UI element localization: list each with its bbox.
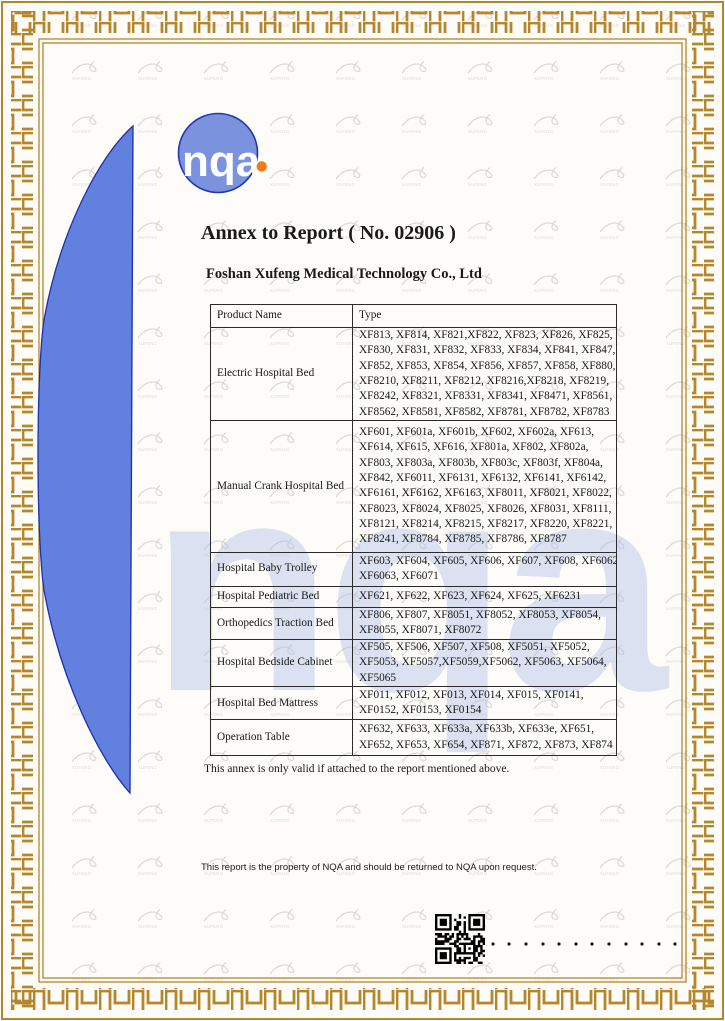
svg-text:Annex to Report ( No. 02906 ): Annex to Report ( No. 02906 )	[201, 222, 456, 244]
svg-text:nqa: nqa	[182, 137, 261, 186]
svg-text:This report is the property of: This report is the property of NQA and s…	[201, 862, 537, 873]
svg-text:Foshan Xufeng Medical Technolo: Foshan Xufeng Medical Technology Co., Lt…	[206, 266, 482, 282]
svg-text:This annex is only valid if at: This annex is only valid if attached to …	[204, 763, 509, 775]
